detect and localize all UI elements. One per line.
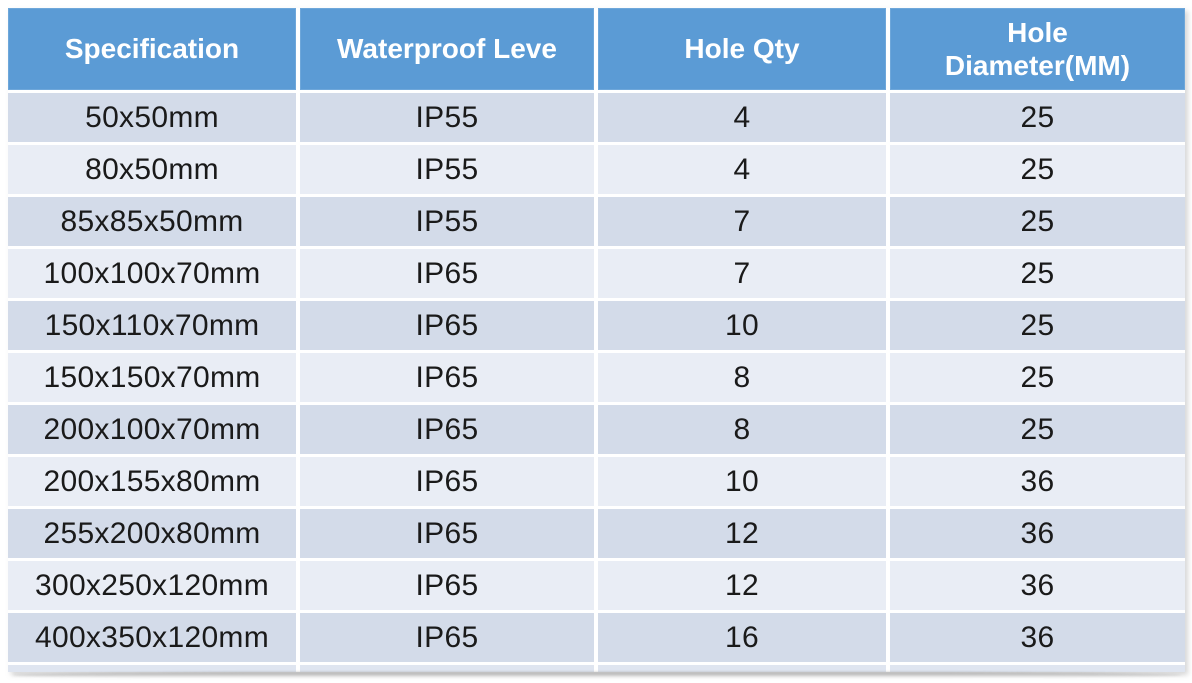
table-cell: IP65	[300, 249, 594, 298]
table-cell: 7	[598, 197, 886, 246]
table-row: 150x150x70mm IP65 8 25	[8, 353, 1185, 402]
table-cell: IP55	[300, 145, 594, 194]
table-cell: 200x155x80mm	[8, 457, 296, 506]
table-cell: 300x250x120mm	[8, 561, 296, 610]
cutoff-cell	[598, 665, 886, 672]
table-header-cell-waterproof-level: Waterproof Leve	[300, 8, 594, 90]
table-cell: 12	[598, 509, 886, 558]
table-cell: 4	[598, 145, 886, 194]
table-row: 100x100x70mm IP65 7 25	[8, 249, 1185, 298]
table-cell: IP65	[300, 561, 594, 610]
table-cell: IP65	[300, 457, 594, 506]
cutoff-cell	[300, 665, 594, 672]
table-cell: 80x50mm	[8, 145, 296, 194]
table-header-cell-specification: Specification	[8, 8, 296, 90]
table-cell: 16	[598, 613, 886, 662]
table-row: 50x50mm IP55 4 25	[8, 93, 1185, 142]
table-cell: IP55	[300, 197, 594, 246]
table-cell: 25	[890, 353, 1185, 402]
table-cell: 25	[890, 405, 1185, 454]
spec-table: Specification Waterproof Leve Hole Qty H…	[8, 8, 1185, 672]
table-row: 80x50mm IP55 4 25	[8, 145, 1185, 194]
table-row: 200x155x80mm IP65 10 36	[8, 457, 1185, 506]
table-cell: 255x200x80mm	[8, 509, 296, 558]
table-cutoff-row	[8, 665, 1185, 672]
table-body: 50x50mm IP55 4 25 80x50mm IP55 4 25 85x85x50mm IP…	[8, 93, 1185, 662]
table-cell: 25	[890, 93, 1185, 142]
table-cell: 400x350x120mm	[8, 613, 296, 662]
table-cell: 25	[890, 301, 1185, 350]
header-label-waterproof-level: Waterproof Leve	[337, 33, 557, 65]
table-cell: IP65	[300, 353, 594, 402]
table-cell: 12	[598, 561, 886, 610]
table-row: 255x200x80mm IP65 12 36	[8, 509, 1185, 558]
table-cell: 10	[598, 457, 886, 506]
table-cell: 36	[890, 561, 1185, 610]
table-cell: IP55	[300, 93, 594, 142]
table-row: 85x85x50mm IP55 7 25	[8, 197, 1185, 246]
table-cell: 8	[598, 353, 886, 402]
table-cell: 36	[890, 457, 1185, 506]
cutoff-cell	[8, 665, 296, 672]
table-row: 150x110x70mm IP65 10 25	[8, 301, 1185, 350]
table-cell: 85x85x50mm	[8, 197, 296, 246]
table-header-row: Specification Waterproof Leve Hole Qty H…	[8, 8, 1185, 90]
table-cell: 100x100x70mm	[8, 249, 296, 298]
table-cell: 8	[598, 405, 886, 454]
table-cell: IP65	[300, 405, 594, 454]
table-cell: IP65	[300, 301, 594, 350]
table-cell: 36	[890, 613, 1185, 662]
table-row: 400x350x120mm IP65 16 36	[8, 613, 1185, 662]
header-label-hole-qty: Hole Qty	[684, 33, 800, 65]
table-cell: 7	[598, 249, 886, 298]
table-cell: 10	[598, 301, 886, 350]
table-row: 300x250x120mm IP65 12 36	[8, 561, 1185, 610]
table-cell: IP65	[300, 613, 594, 662]
table-cell: 36	[890, 509, 1185, 558]
table-header-cell-hole-diameter: Hole Diameter(MM)	[890, 8, 1185, 90]
table-cell: 25	[890, 197, 1185, 246]
header-label-hole-diameter: Hole Diameter(MM)	[944, 16, 1131, 81]
table-cell: 150x150x70mm	[8, 353, 296, 402]
table-cell: 25	[890, 145, 1185, 194]
table-drop-shadow	[12, 672, 1182, 678]
header-label-specification: Specification	[64, 33, 240, 65]
table-cell: 4	[598, 93, 886, 142]
table-header-cell-hole-qty: Hole Qty	[598, 8, 886, 90]
table-cell: 25	[890, 249, 1185, 298]
cutoff-cell	[890, 665, 1185, 672]
table-cell: 150x110x70mm	[8, 301, 296, 350]
table-cell: 50x50mm	[8, 93, 296, 142]
table-row: 200x100x70mm IP65 8 25	[8, 405, 1185, 454]
table-cell: IP65	[300, 509, 594, 558]
table-cell: 200x100x70mm	[8, 405, 296, 454]
